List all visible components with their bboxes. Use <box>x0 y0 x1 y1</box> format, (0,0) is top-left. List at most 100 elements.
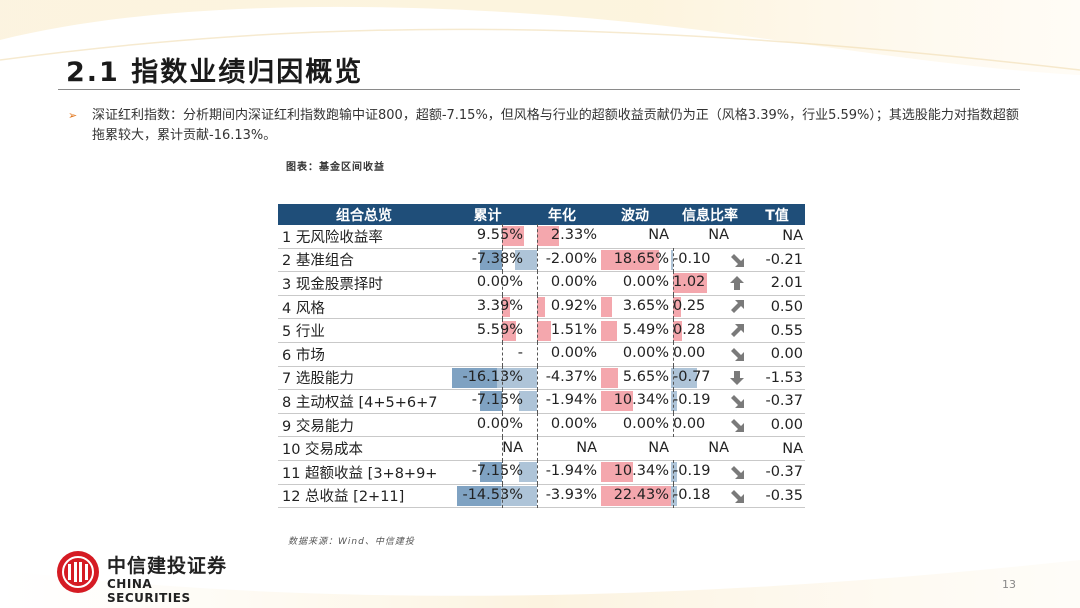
value-cum: 9.55% <box>476 227 523 244</box>
figure-caption: 图表：基金区间收益 <box>286 162 385 173</box>
cell-ir: 0.00 <box>671 342 749 367</box>
arrow-down-right-icon <box>729 393 745 409</box>
col-header-cumulative: 累计 <box>450 204 525 225</box>
col-header-t-value: T值 <box>749 204 805 225</box>
value-vol: 22.43% <box>613 486 669 503</box>
cell-vol: 0.00% <box>599 342 671 367</box>
value-ir: 0.25 <box>673 298 706 315</box>
value-ann: -4.37% <box>545 368 597 385</box>
value-ann: 0.00% <box>550 274 597 291</box>
table-row: 4 风格 3.39% 0.92% 3.65% 0.25 0.50 <box>278 295 805 320</box>
arrow-down-right-icon <box>729 464 745 480</box>
value-cum: -16.13% <box>462 368 523 385</box>
value-cum: 5.59% <box>476 321 523 338</box>
value-ann: -2.00% <box>545 250 597 267</box>
cell-ir: 1.02 <box>671 271 749 296</box>
arrow-up-right-icon <box>729 323 745 339</box>
col-header-volatility: 波动 <box>599 204 671 225</box>
value-ann: 1.51% <box>550 321 597 338</box>
col-header-portfolio: 组合总览 <box>278 204 450 225</box>
title-divider <box>58 89 1020 90</box>
cell-ann: -1.94% <box>519 460 599 485</box>
summary-bullet: ➢ 深证红利指数：分析期间内深证红利指数跑输中证800，超额-7.15%，但风格… <box>68 106 1028 146</box>
cell-portfolio-name: 8 主动权益 [4+5+6+7 <box>278 389 450 414</box>
cell-t-value: NA <box>749 225 805 249</box>
table-row: 10 交易成本 NA NA NA NA NA <box>278 436 805 461</box>
value-vol: NA <box>648 227 669 244</box>
cell-vol: 0.00% <box>599 413 671 438</box>
cell-ir: NA <box>671 225 749 249</box>
cell-vol: NA <box>599 225 671 249</box>
value-vol: 0.00% <box>622 274 669 291</box>
cell-cum: 3.39% <box>450 295 525 320</box>
cell-t-value: 0.55 <box>749 318 805 343</box>
cell-ir: -0.77 <box>671 365 749 391</box>
value-ir: -0.10 <box>673 250 711 267</box>
cell-ann: 2.33% <box>525 224 599 249</box>
cell-ann: 1.51% <box>525 318 599 343</box>
bullet-arrow-icon: ➢ <box>68 109 78 122</box>
value-ir: NA <box>708 227 729 244</box>
cell-cum: -7.15% <box>450 460 525 485</box>
value-vol: 3.65% <box>622 298 669 315</box>
cell-portfolio-name: 12 总收益 [2+11] <box>278 484 450 509</box>
value-cum: -7.15% <box>471 463 523 480</box>
cell-ann: 0.92% <box>525 295 599 320</box>
cell-vol: 10.34% <box>599 389 671 414</box>
value-vol: NA <box>648 439 669 456</box>
value-vol: 18.65% <box>613 250 669 267</box>
cell-vol: 3.65% <box>599 295 671 320</box>
table-row: 7 选股能力 -16.13% -4.37% 5.65% -0.77 -1.53 <box>278 365 805 391</box>
cell-cum: NA <box>450 436 525 461</box>
value-cum: NA <box>502 439 523 456</box>
value-cum: 0.00% <box>476 274 523 291</box>
cell-t-value: -0.35 <box>749 484 805 509</box>
value-ann: NA <box>576 439 597 456</box>
table-row: 9 交易能力 0.00% 0.00% 0.00% 0.00 0.00 <box>278 413 805 438</box>
arrow-down-right-icon <box>729 488 745 504</box>
cell-portfolio-name: 2 基准组合 <box>278 248 450 273</box>
table-row: 2 基准组合 -7.38% -2.00% 18.65% -0.10 -0.21 <box>278 247 805 273</box>
cell-portfolio-name: 4 风格 <box>278 295 450 320</box>
value-ir: -0.19 <box>673 392 711 409</box>
table-header-row: 组合总览 累计 年化 波动 信息比率 T值 <box>278 204 805 225</box>
cell-t-value: NA <box>749 436 805 461</box>
cell-ann: 0.00% <box>525 413 599 438</box>
cell-cum: - <box>450 342 525 367</box>
col-header-info-ratio: 信息比率 <box>671 204 749 225</box>
value-ir: 0.28 <box>673 321 706 338</box>
cell-t-value: -1.53 <box>749 366 805 391</box>
page-number: 13 <box>1002 578 1016 591</box>
cell-cum: 0.00% <box>450 271 525 296</box>
value-vol: 10.34% <box>613 392 669 409</box>
cell-vol: NA <box>599 436 671 461</box>
cell-vol: 5.65% <box>599 366 671 391</box>
value-ann: 0.92% <box>550 298 597 315</box>
cell-ann: -2.00% <box>515 247 599 273</box>
cell-t-value: -0.37 <box>749 460 805 485</box>
col-header-annualized: 年化 <box>525 204 599 225</box>
value-ir: -0.18 <box>673 486 711 503</box>
data-source-note: 数据来源：Wind、中信建投 <box>288 537 415 547</box>
value-vol: 5.49% <box>622 321 669 338</box>
value-ann: 0.00% <box>550 345 597 362</box>
cell-ann: 0.00% <box>525 271 599 296</box>
arrow-down-right-icon <box>729 417 745 433</box>
table-row: 8 主动权益 [4+5+6+7 -7.15% -1.94% 10.34% -0.19 -0… <box>278 389 805 414</box>
value-vol: 0.00% <box>622 345 669 362</box>
table-row: 12 总收益 [2+11] -14.53% -3.93% 22.43% -0.18 -0.… <box>278 483 805 509</box>
arrow-up-icon <box>729 275 745 291</box>
cell-t-value: 0.50 <box>749 295 805 320</box>
cell-cum: 5.59% <box>450 318 525 343</box>
arrow-down-icon <box>729 370 745 386</box>
cell-t-value: -0.37 <box>749 389 805 414</box>
table-row: 5 行业 5.59% 1.51% 5.49% 0.28 0.55 <box>278 318 805 343</box>
cell-portfolio-name: 10 交易成本 <box>278 436 450 461</box>
cell-portfolio-name: 1 无风险收益率 <box>278 225 450 249</box>
cell-ir: -0.18 <box>671 483 749 509</box>
cell-vol: 10.34% <box>599 460 671 485</box>
value-ann: -1.94% <box>545 463 597 480</box>
cell-portfolio-name: 5 行业 <box>278 318 450 343</box>
cell-vol: 22.43% <box>599 484 671 509</box>
value-ann: -1.94% <box>545 392 597 409</box>
